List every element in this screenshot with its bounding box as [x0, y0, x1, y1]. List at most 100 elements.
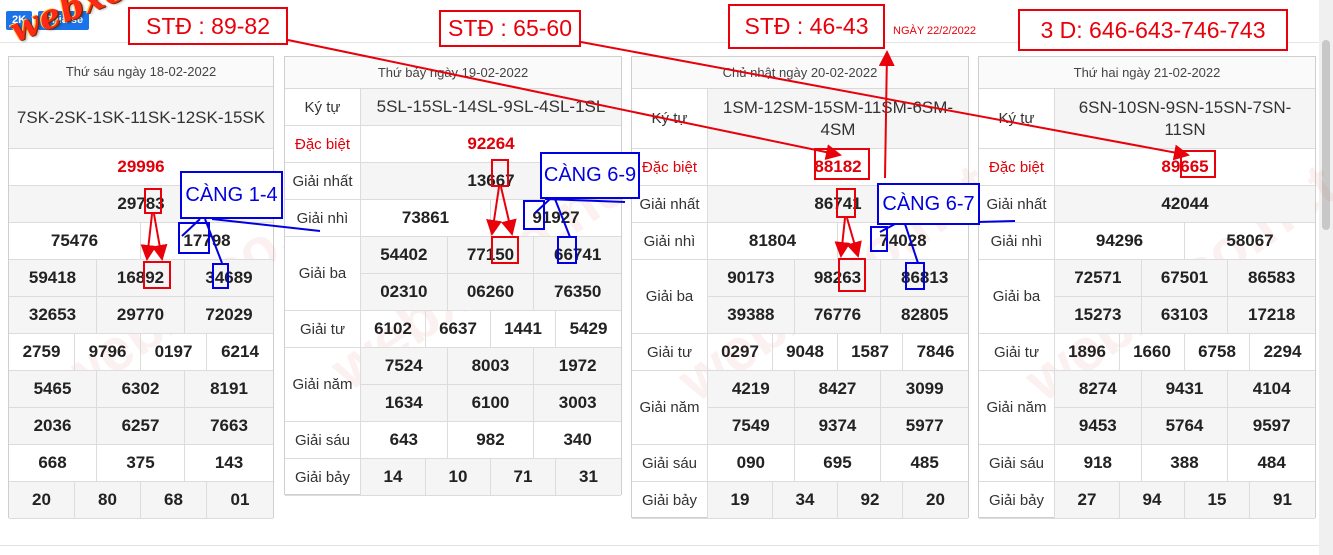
prize-number: 75476	[9, 223, 141, 259]
prize-number: 6100	[448, 385, 535, 421]
prize-number: 3003	[558, 393, 597, 412]
badge-2k[interactable]: 2K	[6, 11, 33, 30]
prize-row-fifth: 4219 8427 3099	[708, 371, 968, 408]
annotation-cang-1: CÀNG 1-4	[180, 171, 283, 219]
prize-number: 9431	[1142, 371, 1229, 407]
prize-label-seventh: Giải bảy	[632, 482, 708, 519]
prize-number: 5429	[569, 319, 608, 338]
prize-label-third: Giải ba	[632, 260, 708, 334]
prize-row-fifth: 1634 6100 3003	[361, 385, 621, 422]
prize-row-fourth: 2759 9796 0197 6214	[9, 334, 273, 371]
prize-number: 6758	[1185, 334, 1250, 370]
prize-number: 1587	[838, 334, 903, 370]
share-button[interactable]: Chia sẻ	[38, 11, 90, 30]
prize-number: 7SK-2SK-1SK-11SK-12SK-15SK	[16, 107, 266, 127]
prize-label-sixth: Giải sáu	[285, 422, 361, 459]
scrollbar[interactable]	[1319, 0, 1333, 555]
prize-number: 8003	[448, 348, 535, 384]
prize-row-fifth: 7549 9374 5977	[708, 408, 968, 445]
prize-number: 73861	[361, 200, 491, 236]
prize-number: 42044	[1161, 194, 1209, 213]
prize-number: 8191	[210, 379, 248, 398]
scrollbar-thumb[interactable]	[1322, 40, 1330, 230]
prize-number: 1660	[1120, 334, 1185, 370]
prize-number: 66741	[554, 245, 602, 264]
prize-number: 6637	[426, 311, 491, 347]
prize-number: 91	[1273, 490, 1292, 509]
prize-number: 89665	[1161, 157, 1209, 176]
prize-number: 20	[926, 490, 945, 509]
prize-number: 2036	[9, 408, 97, 444]
annotation-cang-3: CÀNG 6-7	[877, 183, 980, 225]
prize-row-sixth: 090 695 485	[708, 445, 968, 482]
prize-row-first: 42044	[1055, 186, 1315, 223]
prize-number: 918	[1055, 445, 1142, 481]
annotation-std-3: STĐ : 46-43	[728, 4, 885, 49]
prize-number: 0197	[141, 334, 207, 370]
highlight-box	[491, 159, 509, 187]
prize-number: 375	[97, 445, 185, 481]
prize-number: 92	[838, 482, 903, 518]
prize-row-fifth: 8274 9431 4104	[1055, 371, 1315, 408]
prize-number: 6257	[97, 408, 185, 444]
prize-row-second: 75476 17798	[9, 223, 273, 260]
prize-number: 1634	[361, 385, 448, 421]
prize-label-second: Giải nhì	[285, 200, 361, 237]
prize-row-fifth: 5465 6302 8191	[9, 371, 273, 408]
prize-row-second: 73861 91927	[361, 200, 621, 237]
prize-number: 7846	[916, 342, 955, 361]
prize-number: 91927	[532, 208, 580, 227]
highlight-box	[870, 226, 888, 252]
highlight-box	[144, 188, 162, 214]
prize-number: 31	[579, 467, 598, 486]
annotation-cang-2: CÀNG 6-9	[540, 152, 640, 199]
prize-row-code: 1SM-12SM-15SM-11SM-6SM-4SM	[708, 89, 968, 149]
prize-number: 388	[1142, 445, 1229, 481]
prize-label-fourth: Giải tư	[979, 334, 1055, 371]
highlight-box	[523, 200, 545, 230]
prize-label-fifth: Giải năm	[285, 348, 361, 422]
prize-number: 15273	[1055, 297, 1142, 333]
prize-number: 6102	[361, 311, 426, 347]
prize-label-first: Giải nhất	[979, 186, 1055, 223]
prize-number: 10	[426, 459, 491, 495]
prize-number: 5977	[905, 416, 944, 435]
prize-row-seventh: 19 34 92 20	[708, 482, 968, 519]
prize-number: 1896	[1055, 334, 1120, 370]
prize-number: 7549	[708, 408, 795, 444]
prize-number: 29770	[97, 297, 185, 333]
prize-number: 01	[230, 490, 250, 509]
prize-number: 02310	[361, 274, 448, 310]
prize-row-third: 39388 76776 82805	[708, 297, 968, 334]
prize-row-fifth: 9453 5764 9597	[1055, 408, 1315, 445]
highlight-box	[905, 262, 925, 290]
prize-number: 484	[1257, 453, 1286, 472]
prize-number: 82805	[901, 305, 949, 324]
prize-number: 14	[361, 459, 426, 495]
prize-number: 5465	[9, 371, 97, 407]
prize-number: 27	[1055, 482, 1120, 518]
prize-number: 06260	[448, 274, 535, 310]
prize-number: 4104	[1252, 379, 1291, 398]
prize-number: 71	[491, 459, 556, 495]
prize-number: 8427	[795, 371, 882, 407]
table-date-header: Thứ hai ngày 21-02-2022	[979, 57, 1315, 89]
highlight-box	[143, 261, 171, 289]
prize-label-fourth: Giải tư	[632, 334, 708, 371]
prize-label-sixth: Giải sáu	[979, 445, 1055, 482]
annotation-std-1: STĐ : 89-82	[128, 7, 288, 45]
prize-number: 76776	[795, 297, 882, 333]
prize-number: 90173	[708, 260, 795, 296]
prize-row-sixth: 668 375 143	[9, 445, 273, 482]
prize-number: 74028	[879, 231, 927, 250]
prize-row-third: 15273 63103 17218	[1055, 297, 1315, 334]
prize-number: 2294	[1263, 342, 1302, 361]
prize-row-code: 7SK-2SK-1SK-11SK-12SK-15SK	[9, 87, 273, 149]
prize-label-second: Giải nhì	[632, 223, 708, 260]
prize-number: 9796	[75, 334, 141, 370]
prize-row-third: 02310 06260 76350	[361, 274, 621, 311]
prize-label-code: Ký tự	[632, 89, 708, 149]
prize-number: 39388	[708, 297, 795, 333]
prize-number: 5SL-15SL-14SL-9SL-4SL-1SL	[376, 97, 606, 116]
